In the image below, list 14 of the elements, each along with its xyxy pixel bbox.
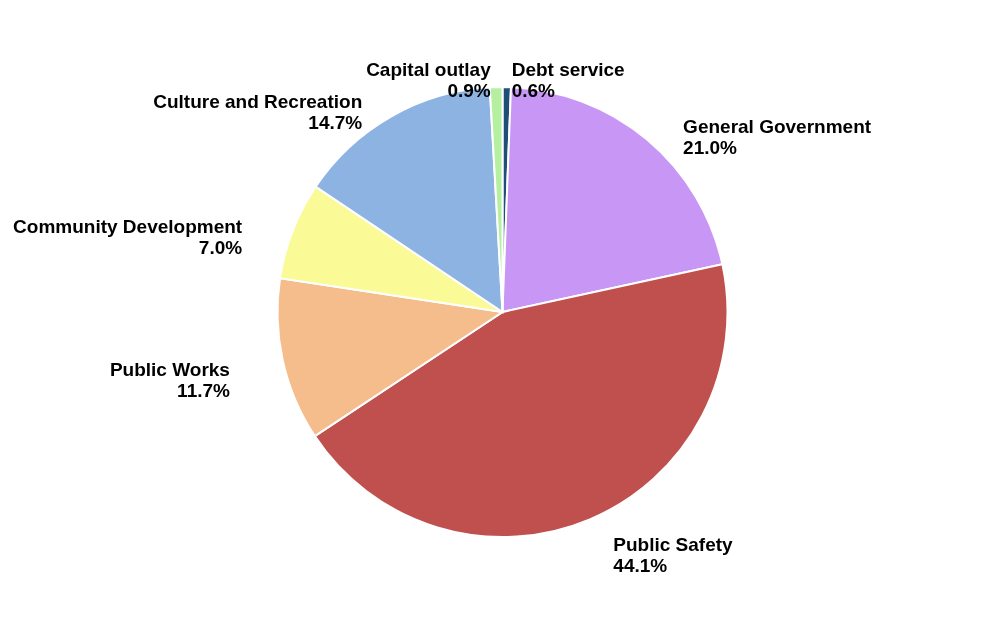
slice-label: Capital outlay (366, 58, 492, 80)
slice-label: Culture and Recreation (153, 91, 363, 113)
slice-label: General Government (683, 116, 872, 138)
data-label: 14.7% (308, 112, 363, 134)
slice-label: Community Development (13, 216, 243, 238)
data-label: 7.0% (198, 237, 243, 259)
slice-label: Public Safety (613, 534, 734, 556)
slice-label: Debt service (511, 58, 625, 80)
data-label: 0.9% (447, 79, 491, 101)
data-label: 11.7% (177, 380, 231, 402)
data-label: 44.1% (613, 555, 668, 577)
data-label: 21.0% (683, 137, 738, 159)
data-label: 0.6% (511, 79, 556, 101)
slice-label: Public Works (109, 359, 230, 381)
